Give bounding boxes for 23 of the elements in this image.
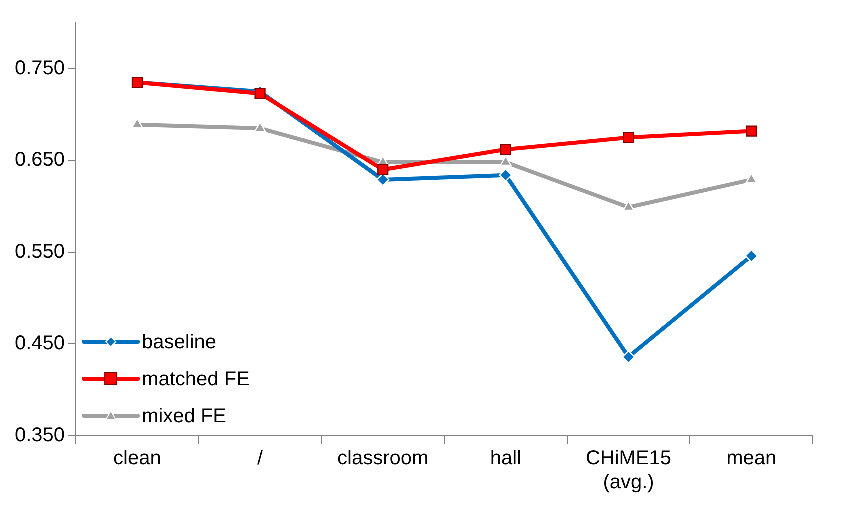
x-tick-label: hall	[490, 448, 522, 470]
point	[622, 350, 636, 364]
y-tick-label: 0.650	[14, 149, 66, 172]
point	[746, 126, 758, 137]
point	[376, 173, 390, 187]
point	[378, 164, 389, 176]
y-tick-label: 0.350	[14, 424, 66, 447]
y-tick-label: 0.550	[14, 240, 66, 263]
point	[623, 132, 634, 144]
x-tick-label: mean	[726, 448, 777, 470]
legend-label: baseline	[142, 332, 217, 354]
x-tick-label: CHiME15 (avg.)	[586, 448, 672, 494]
y-tick-label: 0.450	[14, 332, 66, 355]
point	[500, 144, 512, 156]
y-tick-label: 0.750	[14, 57, 66, 80]
point	[744, 250, 758, 263]
x-tick-label: clean	[114, 448, 162, 470]
point	[499, 168, 513, 182]
legend-label: mixed FE	[142, 406, 227, 428]
legend-label: matched FE	[142, 368, 250, 391]
x-tick-label: /	[258, 448, 264, 470]
point	[254, 88, 266, 100]
x-tick-label: classroom	[338, 448, 429, 470]
